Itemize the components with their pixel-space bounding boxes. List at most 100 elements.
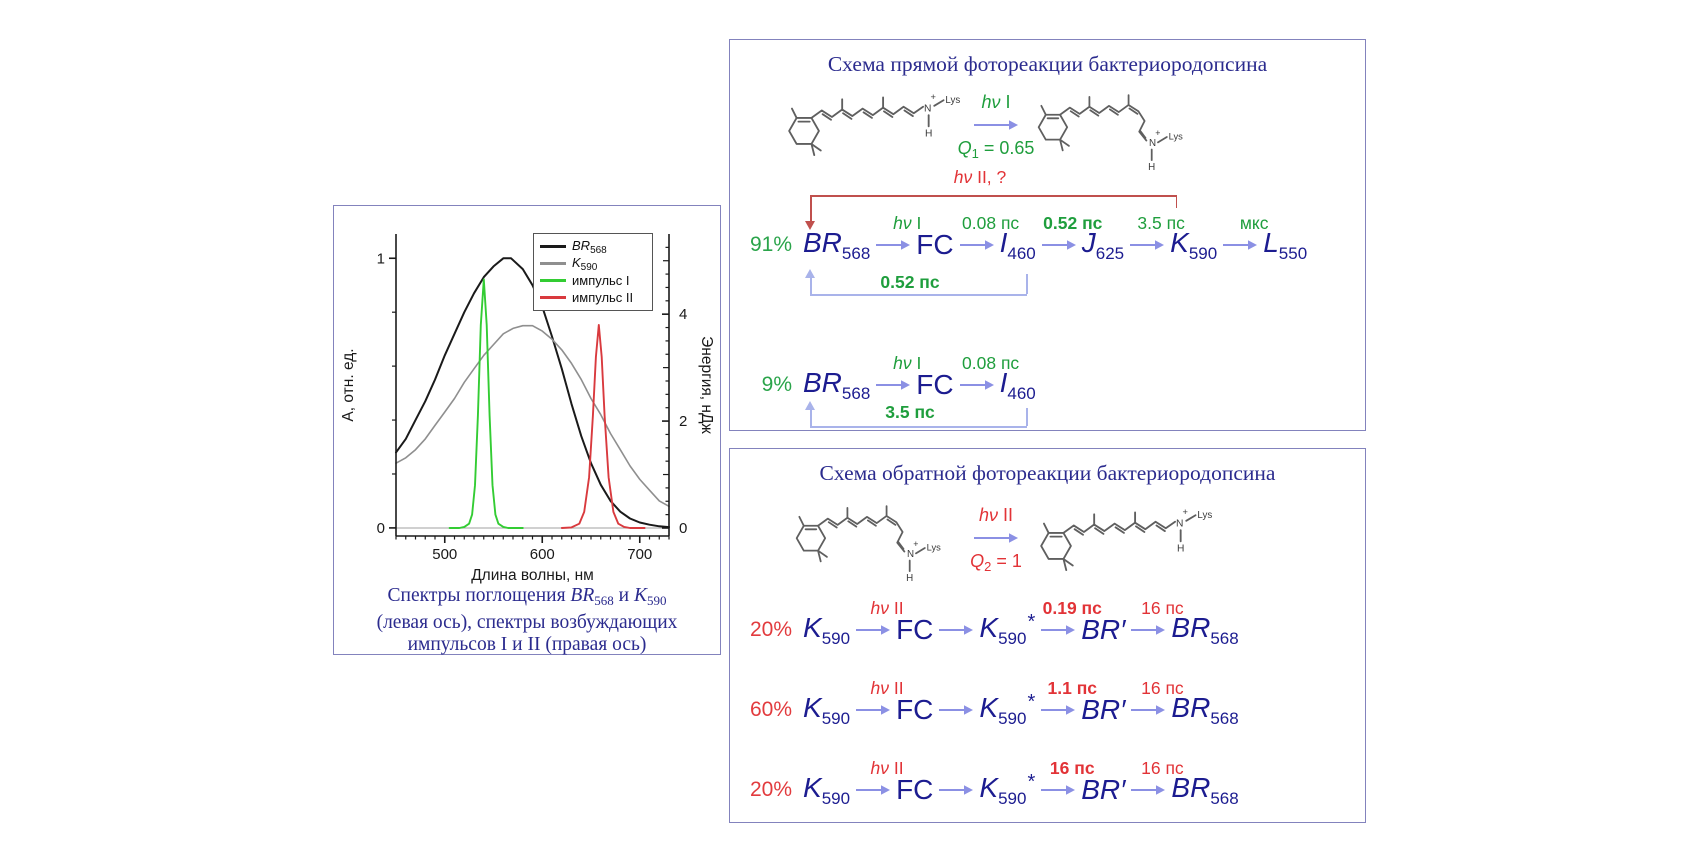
svg-text:Энергия, нДж: Энергия, нДж [698,336,715,434]
reaction-arrow [938,611,974,649]
reaction-arrow: 0.19 пс [1040,598,1102,649]
species: K590* [979,691,1036,728]
legend-line-sample [540,296,566,299]
arrow-time-label: hν I [893,213,922,233]
reaction-arrow: 0.08 пс [959,213,1019,264]
loop1-time-label: 0.52 пс [880,272,940,292]
back-reaction-label: hν II, ? [953,167,1007,187]
forward-scheme-panel: Схема прямой фотореакции бактериородопси… [729,39,1366,431]
chart-caption: Спектры поглощения BR568 и K590 (левая о… [334,585,720,656]
reaction-row-20b: 20% K590 hν II FC K590* 16 пс BR′ 16 пс BR568 [746,758,1239,809]
species: K590 [803,771,851,808]
species: I460 [999,366,1036,403]
legend-label: импульс I [572,273,630,288]
nitrogen-label: N [1149,138,1156,149]
legend-entry: BR568 [540,238,646,256]
hydrogen-label: H [906,573,913,584]
species: BR′ [1081,774,1126,805]
arrow-time-label: 3.5 пс [1137,213,1185,233]
reaction-arrow [938,691,974,729]
species: K590 [803,691,851,728]
loop2-left-arm [810,409,812,426]
back-bracket-arrowhead [805,221,815,230]
species: FC [896,614,934,645]
svg-text:4: 4 [679,306,687,323]
hydrogen-label: H [1148,162,1155,173]
species: BR568 [1171,691,1239,728]
branch-percent: 9% [761,373,792,396]
species: BR′ [1081,614,1126,645]
caption-line-1: Спектры поглощения BR568 и K590 [387,585,667,608]
reaction-arrow: 3.5 пс [1129,213,1185,264]
species: BR568 [803,366,871,403]
retinal-13-cis-structure: N + Lys H [795,505,941,584]
back-bracket-right-arm [1175,195,1178,208]
lysine-label: Lys [1169,132,1184,142]
svg-text:500: 500 [432,546,457,563]
species: BR568 [1171,611,1239,648]
spectra-chart: 500 600 700 0 1 0 2 4 Длина волны, нм А, отн. ед.… [340,234,715,584]
legend-line-sample [540,262,566,265]
lysine-label: Lys [945,95,960,106]
reaction-arrow: hν I [875,353,921,404]
photo-arrow [973,528,1019,549]
svg-text:2: 2 [679,413,687,430]
svg-text:0: 0 [679,520,687,537]
loop2-right-arm [1026,408,1028,426]
hydrogen-label: H [1177,544,1184,555]
chart-panel: 500 600 700 0 1 0 2 4 Длина волны, нм А, отн. ед.… [333,205,721,655]
reaction-arrow: 16 пс [1040,758,1095,809]
loop2-bottom-line [810,426,1027,428]
photoexcitation-block: hν I Q1 = 0.65 [958,92,1035,161]
legend-label: K590 [572,254,598,273]
branch-percent: 20% [749,778,792,801]
species: BR568 [803,226,871,263]
loop2-arrowhead [805,401,815,410]
species: J625 [1081,226,1125,263]
svg-text:700: 700 [627,546,652,563]
reaction-arrow: 16 пс [1130,598,1184,649]
species: K590 [1170,226,1218,263]
arrow-time-label: 1.1 пс [1047,678,1098,698]
svg-text:Длина волны, нм: Длина волны, нм [471,567,594,584]
legend-line-sample [540,245,566,248]
plus-charge-label: + [1155,128,1160,138]
svg-text:600: 600 [530,546,555,563]
plus-charge-label: + [1183,507,1188,517]
branch-percent: 60% [749,698,792,721]
plus-charge-label: + [931,92,936,102]
species: K590* [979,771,1036,808]
reaction-arrow: hν II [855,678,904,729]
branch-percent: 91% [749,233,792,256]
arrow-time-label: hν I [893,353,922,373]
reverse-panel-title: Схема обратной фотореакции бактериородоп… [819,461,1276,485]
hv-label: hν I [981,92,1011,112]
reaction-arrow: 0.52 пс [1041,213,1102,264]
hv-label: hν II [978,505,1014,525]
back-bracket-line [810,195,1177,197]
quantum-yield-label: Q2 = 1 [970,551,1022,574]
reaction-row-9: 9% BR568 hν I FC 0.08 пс I460 [746,353,1036,404]
loop1-right-arm [1026,274,1028,294]
retinal-all-trans-structure: N + Lys H [788,92,960,157]
reaction-arrow: 16 пс [1130,758,1184,809]
retinal-13-cis-structure: N + Lys H [1037,94,1184,173]
photo-arrow [973,115,1019,136]
legend-entry: импульс I [540,272,646,289]
loop1-left-arm [810,277,812,294]
svg-text:1: 1 [377,250,385,267]
arrow-time-label: 0.19 пс [1042,598,1102,618]
chart-legend: BR568 K590 импульс I импульс II [533,233,653,311]
reaction-arrow: 1.1 пс [1040,678,1097,729]
lysine-label: Lys [1197,510,1212,521]
loop2-time-label: 3.5 пс [885,402,935,422]
caption-line-3: импульсов I и II (правая ось) [407,634,647,655]
legend-line-sample [540,279,566,282]
nitrogen-label: N [907,549,914,560]
reaction-arrow [938,771,974,809]
species: FC [916,229,954,260]
nitrogen-label: N [924,103,931,114]
forward-panel-title: Схема прямой фотореакции бактериородопси… [827,52,1268,76]
arrow-time-label: 16 пс [1141,678,1184,698]
species: K590 [803,611,851,648]
